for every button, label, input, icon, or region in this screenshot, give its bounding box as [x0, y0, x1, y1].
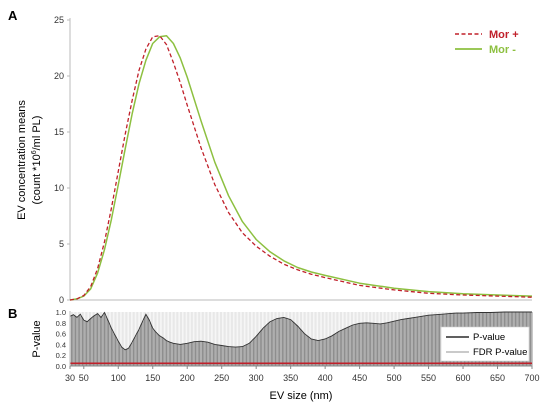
panel-b-pvalue-bars	[69, 312, 533, 366]
legend-mor-minus-label: Mor -	[489, 44, 516, 56]
x-tick-label: 500	[387, 373, 402, 383]
x-tick-label: 250	[214, 373, 229, 383]
x-tick-label: 100	[111, 373, 126, 383]
panel-a-y-axis-title-line2: (count *106/ml PL)	[31, 116, 43, 205]
y-title-line2-superscript: 6	[31, 150, 38, 154]
panel-b-y-axis-title: P-value	[31, 320, 43, 357]
pvalue-area-fill	[70, 312, 532, 366]
panel-b-y-tick-label: 1.0	[56, 308, 66, 317]
panel-a-y-axis-title: EV concentration means	[16, 100, 28, 220]
y-title-line2-prefix: (count *10	[31, 154, 43, 204]
x-tick-label: 200	[180, 373, 195, 383]
panel-b-legend: P-value FDR P-value	[440, 326, 530, 362]
panel-b-y-tick-label: 0.6	[56, 330, 66, 339]
x-tick-label: 30	[65, 373, 75, 383]
y-title-line1: EV concentration means	[16, 100, 28, 220]
panel-a: A 0 5 10 15 20 25 EV concentration means (cou…	[8, 8, 533, 305]
legend-fdr-label: FDR P-value	[473, 347, 527, 358]
panel-a-letter: A	[8, 8, 18, 23]
x-tick-label: 650	[490, 373, 505, 383]
panel-b-y-tick-label: 0.8	[56, 319, 66, 328]
panel-b-y-tick-label: 0.2	[56, 351, 66, 360]
x-tick-label: 450	[352, 373, 367, 383]
legend-mor-plus-label: Mor +	[489, 29, 519, 41]
panel-b: B 0.0 0.2 0.40.6 0.8 1.0 30 50 100 150 200 250 300…	[8, 306, 540, 402]
panel-a-y-tick-label: 10	[54, 183, 64, 193]
panel-a-legend: Mor + Mor -	[455, 29, 519, 56]
x-tick-label: 700	[524, 373, 539, 383]
panel-b-y-tick-label: 0.4	[56, 340, 66, 349]
pvalue-line	[69, 311, 532, 351]
panel-b-y-tick-label: 0.0	[56, 362, 66, 371]
y-title-line2-suffix: /ml PL)	[31, 116, 43, 151]
x-tick-label: 150	[145, 373, 160, 383]
legend-pvalue-label: P-value	[473, 332, 505, 343]
series-mor-plus-line	[69, 35, 533, 301]
panel-a-y-tick-label: 20	[54, 71, 64, 81]
x-tick-label: 300	[249, 373, 264, 383]
panel-a-y-tick-label: 5	[59, 239, 64, 249]
x-tick-label: 350	[283, 373, 298, 383]
x-tick-label: 50	[79, 373, 89, 383]
x-tick-label: 550	[421, 373, 436, 383]
x-tick-label: 400	[318, 373, 333, 383]
panel-a-y-ticks: 0 5 10 15 20 25	[54, 15, 70, 305]
panel-b-x-ticks: 30 50 100 150 200 250 300 350 400 450 500 550 600 650…	[65, 366, 540, 383]
x-axis-title: EV size (nm)	[270, 390, 333, 402]
panel-a-series	[69, 34, 533, 301]
x-tick-label: 600	[456, 373, 471, 383]
panel-b-legend-box	[440, 326, 530, 362]
panel-b-letter: B	[8, 306, 17, 321]
series-mor-minus-line	[69, 34, 533, 301]
panel-b-y-ticks: 0.0 0.2 0.40.6 0.8 1.0	[56, 308, 66, 371]
panel-b-pvalue-area	[69, 311, 532, 366]
panel-a-y-tick-label: 0	[59, 295, 64, 305]
panel-a-y-tick-label: 15	[54, 127, 64, 137]
panel-a-y-tick-label: 25	[54, 15, 64, 25]
